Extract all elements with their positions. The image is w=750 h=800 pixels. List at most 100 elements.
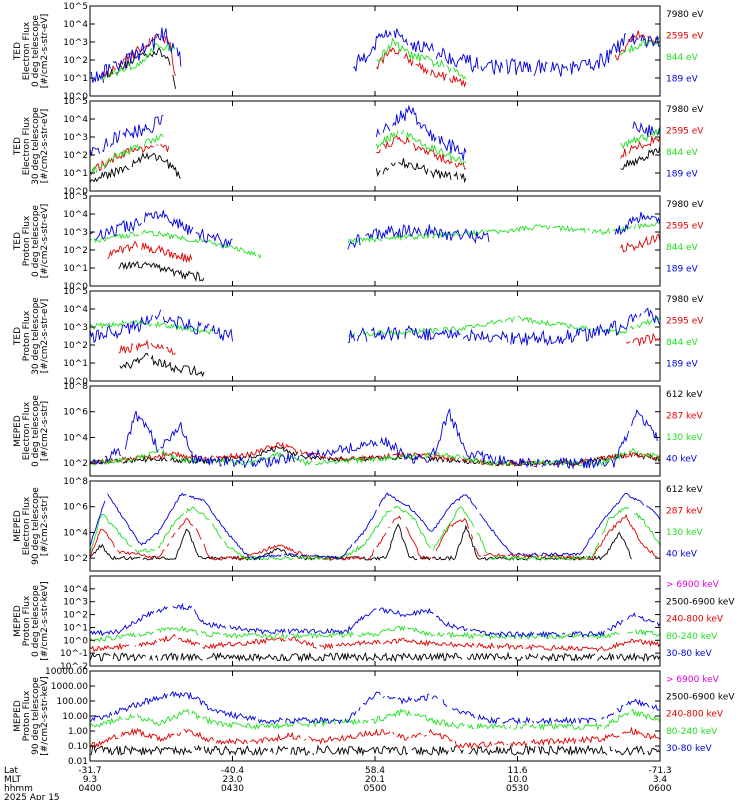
y-tick-label: 10^4 — [63, 528, 88, 538]
y-axis-label-line: TED — [13, 42, 23, 61]
series-line-black — [119, 352, 205, 378]
legend-entry: 189 eV — [666, 74, 699, 84]
legend-entry: 40 keV — [666, 454, 698, 464]
panel-5: 10^2 10^4 10^6 10^8 MEPED Electron Flux 0 deg … — [13, 382, 703, 477]
series-line-blue — [89, 690, 661, 725]
footer-row-label: Lat — [4, 766, 19, 776]
series-line-red — [118, 332, 661, 355]
series-line-black — [101, 46, 176, 89]
y-axis-label-line: Proton Flux — [22, 595, 32, 646]
y-axis-label: TED Proton Flux 0 deg telescope [#/cm2-s-st… — [13, 204, 50, 279]
y-axis-label-line: Proton Flux — [22, 215, 32, 266]
panel-4: 10^0 10^1 10^2 10^3 10^4 10^5 TED Proton Flux 30… — [13, 287, 704, 387]
footer: LatMLThhmm-31.79.30400-40.423.0043058.42… — [4, 766, 672, 800]
footer-mlt-value: 3.4 — [653, 775, 668, 785]
y-tick-label: 10.00 — [62, 712, 88, 722]
y-axis-label-line: Electron Flux — [22, 21, 32, 80]
y-axis-label-line: Proton Flux — [22, 690, 32, 741]
legend-entry: 130 keV — [666, 528, 703, 538]
y-tick-label: 10^0 — [63, 377, 88, 387]
legend-entry: 612 keV — [666, 390, 703, 400]
legend-entry: 612 keV — [666, 485, 703, 495]
series-line-green — [89, 221, 661, 259]
y-tick-label: 10^3 — [63, 133, 88, 143]
panel-1: 10^0 10^1 10^2 10^3 10^4 10^5 TED Electron Flux… — [13, 2, 704, 102]
footer-mlt-value: 10.0 — [507, 775, 527, 785]
legend-entry: 189 eV — [666, 359, 699, 369]
y-axis-label-line: Proton Flux — [22, 310, 32, 361]
panel-8: 0.010.101.0010.00100.001000.0010000.00ME… — [13, 667, 735, 767]
series-line-red — [101, 30, 659, 88]
y-tick-label: 10^3 — [63, 598, 88, 608]
y-axis-label-line: TED — [13, 232, 23, 251]
panel-7: 10^-2 10^-1 10^0 10^1 10^2 10^3 10^4 MEPED Proto… — [13, 575, 735, 672]
series-line-blue — [90, 409, 660, 468]
legend-entry: 30-80 keV — [666, 744, 712, 754]
y-axis-label: TED Electron Flux 0 deg telescope [#/cm2-s-… — [13, 14, 50, 89]
series-line-black — [118, 260, 205, 282]
footer-lat-value: 11.6 — [507, 766, 527, 776]
y-tick-label: 10^3 — [63, 323, 88, 333]
y-tick-label: 10^8 — [63, 477, 88, 487]
series-line-green — [89, 315, 661, 337]
series-line-green — [89, 128, 661, 175]
footer-date: 2025 Apr 15 — [4, 793, 60, 800]
y-axis-label-line: 30 deg telescope — [31, 107, 41, 185]
y-tick-label: 10^4 — [63, 210, 88, 220]
legend-entry: 240-800 keV — [666, 710, 724, 720]
y-tick-label: 10^1 — [63, 264, 88, 274]
y-tick-label: 10^-2 — [60, 662, 88, 672]
series-line-blue — [89, 602, 661, 638]
y-axis-label-line: MEPED — [13, 510, 23, 542]
legend-entry: 844 eV — [666, 338, 699, 348]
series-line-black — [89, 145, 661, 184]
y-axis-label-line: MEPED — [13, 700, 23, 732]
y-tick-label: 10^5 — [63, 97, 88, 107]
y-axis-label-line: 0 deg telescope — [31, 15, 41, 87]
footer-lat-value: -71.3 — [648, 766, 671, 776]
y-axis-label-line: 30 deg telescope — [31, 297, 41, 375]
y-tick-label: 10^6 — [63, 503, 88, 513]
legend-entry: 30-80 keV — [666, 649, 712, 659]
y-tick-label: 10^4 — [63, 433, 88, 443]
legend-entry: 189 eV — [666, 169, 699, 179]
y-tick-label: 10^0 — [63, 187, 88, 197]
y-axis-label: TED Electron Flux 30 deg telescope [#/cm2-s… — [13, 107, 50, 185]
legend-entry: 130 keV — [666, 433, 703, 443]
legend-entry: 2500-6900 keV — [666, 692, 735, 702]
series-line-blue — [89, 27, 661, 83]
legend-entry: > 6900 keV — [666, 675, 720, 685]
y-tick-label: 10^6 — [63, 408, 88, 418]
footer-hhmm-value: 0430 — [221, 784, 244, 794]
legend-entry: 7980 eV — [666, 295, 704, 305]
legend-entry: 40 keV — [666, 549, 698, 559]
footer-lat-value: -31.7 — [78, 766, 101, 776]
series-line-red — [89, 633, 661, 653]
y-axis-label-line: TED — [13, 137, 23, 156]
y-tick-label: 0.01 — [68, 757, 88, 767]
y-tick-label: 10^2 — [63, 246, 88, 256]
y-tick-label: 10^1 — [63, 359, 88, 369]
plot-frame — [89, 575, 661, 667]
series-line-green — [102, 35, 661, 80]
legend-entry: 7980 eV — [666, 200, 704, 210]
y-tick-label: 10^1 — [63, 623, 88, 633]
y-axis-label-line: [#/cm2-s-str-eV] — [40, 109, 50, 184]
series-line-black — [89, 523, 632, 562]
y-tick-label: 10^1 — [63, 169, 88, 179]
y-axis-label-line: 0 deg telescope — [31, 395, 41, 467]
series-line-blue — [89, 307, 661, 346]
series-line-black — [89, 651, 661, 663]
plot-frame — [89, 5, 661, 97]
legend-entry: 2595 eV — [666, 316, 704, 326]
series-line-red — [89, 135, 661, 176]
plot-frame — [89, 100, 661, 192]
footer-hhmm-value: 0530 — [506, 784, 529, 794]
y-axis-label-line: MEPED — [13, 605, 23, 637]
legend-entry: 7980 eV — [666, 105, 704, 115]
y-axis-label-line: [#/cm2-s-str] — [40, 401, 50, 461]
legend-entry: 2595 eV — [666, 221, 704, 231]
y-tick-label: 0.10 — [68, 742, 88, 752]
y-tick-label: 10^8 — [63, 382, 88, 392]
